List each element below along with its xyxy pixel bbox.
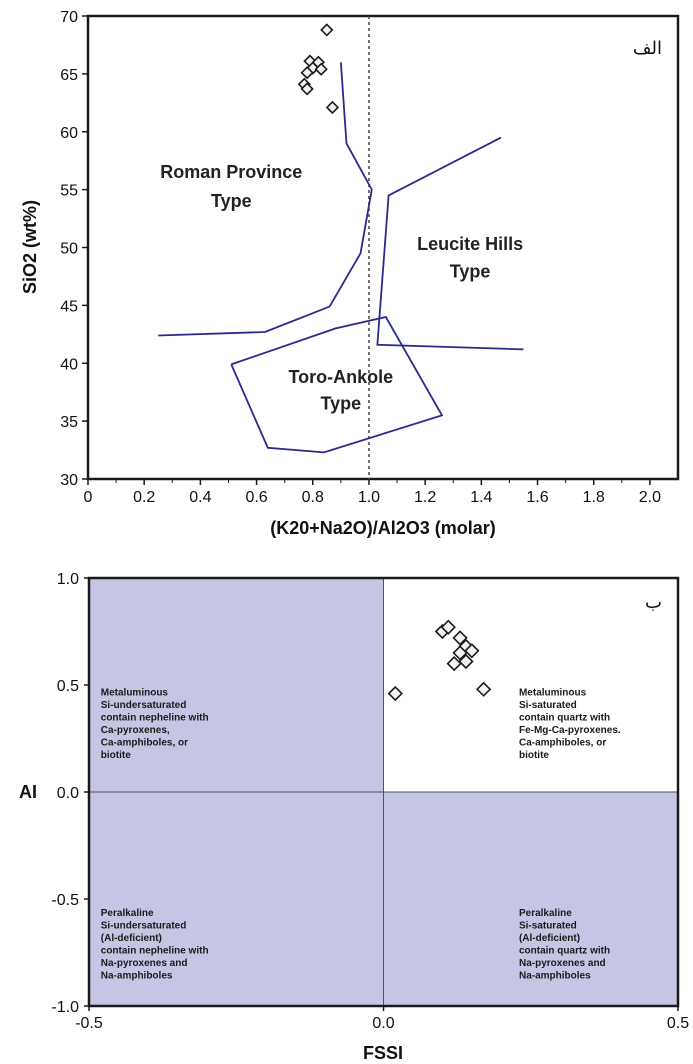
- x-tick-label: 1.4: [470, 489, 492, 506]
- data-point: [300, 82, 314, 96]
- y-tick-label: 40: [60, 356, 78, 373]
- x-tick-label: 0.8: [302, 489, 324, 506]
- field-boundary-line: [158, 62, 373, 337]
- data-point: [452, 630, 468, 646]
- shaded-quadrant-bottom-right: [383, 792, 678, 1006]
- panel-b-label: ب: [645, 592, 662, 613]
- quadrant-label-line: Metaluminous: [519, 688, 587, 699]
- x-tick-label: 0.6: [245, 489, 267, 506]
- quadrant-label-line: Na-pyroxenes and: [519, 958, 606, 969]
- quadrant-label-line: contain quartz with: [519, 946, 610, 957]
- y-tick-label: -1.0: [51, 999, 79, 1016]
- quadrant-label-line: biotite: [519, 750, 549, 761]
- data-point: [440, 619, 456, 635]
- y-tick-label: 35: [60, 414, 78, 431]
- quadrant-label-line: Si-undersaturated: [101, 700, 187, 711]
- quadrant-label-line: (Al-deficient): [101, 933, 162, 944]
- quadrant-label-line: Na-amphiboles: [519, 971, 591, 982]
- x-tick-label: 2.0: [639, 489, 661, 506]
- field-boundary-line: [376, 136, 524, 351]
- panel-a-label: الف: [633, 38, 662, 59]
- quadrant-label-line: Ca-amphiboles, or: [519, 738, 606, 749]
- x-tick-label: 1.2: [414, 489, 436, 506]
- x-tick-label: 0.2: [133, 489, 155, 506]
- y-tick-label: 30: [60, 472, 78, 489]
- quadrant-label-line: Na-amphiboles: [101, 971, 173, 982]
- panel-a-x-axis-label: (K20+Na2O)/Al2O3 (molar): [270, 518, 496, 538]
- panel-b-y-axis-label: AI: [19, 782, 37, 802]
- field-label: Leucite Hills: [417, 234, 523, 254]
- field-label: Type: [321, 394, 362, 414]
- x-tick-label: 0: [84, 489, 93, 506]
- data-point: [475, 681, 492, 697]
- field-label: Type: [211, 191, 252, 211]
- shaded-quadrant-bottom-left: [89, 792, 384, 1006]
- quadrant-label-line: Ca-pyroxenes,: [101, 725, 170, 736]
- y-tick-label: 45: [60, 298, 78, 315]
- chart-panel-b: ب FSSI AI -0.5 0.0 0.5-1.0-0.50.00.51.0 Me…: [19, 571, 689, 1063]
- shaded-quadrant-top-left: [89, 578, 384, 792]
- x-tick-label: 0.5: [667, 1015, 689, 1032]
- quadrant-label: Peralkaline Si-saturated (Al-deficient) con…: [519, 908, 610, 982]
- quadrant-label-line: Si-saturated: [519, 921, 577, 932]
- y-tick-label: 50: [60, 241, 78, 258]
- y-tick-label: 55: [60, 183, 78, 200]
- toro-ankole-field-outline: [230, 315, 444, 454]
- field-label: Toro-Ankole: [289, 367, 394, 387]
- x-tick-label: 1.8: [583, 489, 605, 506]
- y-tick-label: -0.5: [51, 892, 79, 909]
- quadrant-label-line: (Al-deficient): [519, 933, 580, 944]
- y-tick-label: 70: [60, 9, 78, 26]
- quadrant-label-line: contain quartz with: [519, 713, 610, 724]
- quadrant-label-line: Peralkaline: [101, 908, 154, 919]
- field-label: Type: [450, 262, 491, 282]
- x-tick-label: 0.0: [372, 1015, 394, 1032]
- quadrant-label-line: Ca-amphiboles, or: [101, 738, 188, 749]
- data-point: [458, 653, 474, 670]
- data-point: [387, 685, 403, 702]
- quadrant-label-line: Fe-Mg-Ca-pyroxenes.: [519, 725, 621, 736]
- x-tick-label: -0.5: [75, 1015, 103, 1032]
- field-label: Roman Province: [160, 162, 302, 182]
- panel-b-x-axis-label: FSSI: [363, 1043, 403, 1063]
- data-point: [320, 23, 334, 37]
- data-point: [300, 66, 314, 80]
- y-tick-label: 1.0: [57, 571, 79, 588]
- data-point: [314, 62, 328, 76]
- quadrant-label-line: Metaluminous: [101, 688, 169, 699]
- quadrant-label-line: Si-undersaturated: [101, 921, 187, 932]
- quadrant-label-line: biotite: [101, 750, 131, 761]
- y-tick-label: 65: [60, 67, 78, 84]
- quadrant-label-line: contain nepheline with: [101, 713, 209, 724]
- x-tick-label: 0.4: [189, 489, 211, 506]
- x-tick-label: 1.6: [526, 489, 548, 506]
- chart-panel-a: الف (K20+Na2O)/Al2O3 (molar) SiO2 (wt%) …: [20, 9, 680, 538]
- quadrant-label-line: Na-pyroxenes and: [101, 958, 188, 969]
- quadrant-label-line: contain nepheline with: [101, 946, 209, 957]
- data-point: [325, 100, 340, 115]
- quadrant-label-line: Peralkaline: [519, 908, 572, 919]
- quadrant-label: Metaluminous Si-undersaturated contain nep…: [101, 688, 209, 762]
- quadrant-label: Peralkaline Si-undersaturated (Al-deficien…: [101, 908, 209, 982]
- quadrant-label-line: Si-saturated: [519, 700, 577, 711]
- y-tick-label: 0.0: [57, 785, 79, 802]
- y-tick-label: 60: [60, 125, 78, 142]
- data-point: [464, 643, 480, 659]
- y-tick-label: 0.5: [57, 678, 79, 695]
- panel-a-y-axis-label: SiO2 (wt%): [20, 200, 40, 294]
- panel-a-frame: [86, 14, 680, 481]
- quadrant-label: Metaluminous Si-saturated contain quartz w…: [519, 688, 621, 762]
- x-tick-label: 1.0: [358, 489, 380, 506]
